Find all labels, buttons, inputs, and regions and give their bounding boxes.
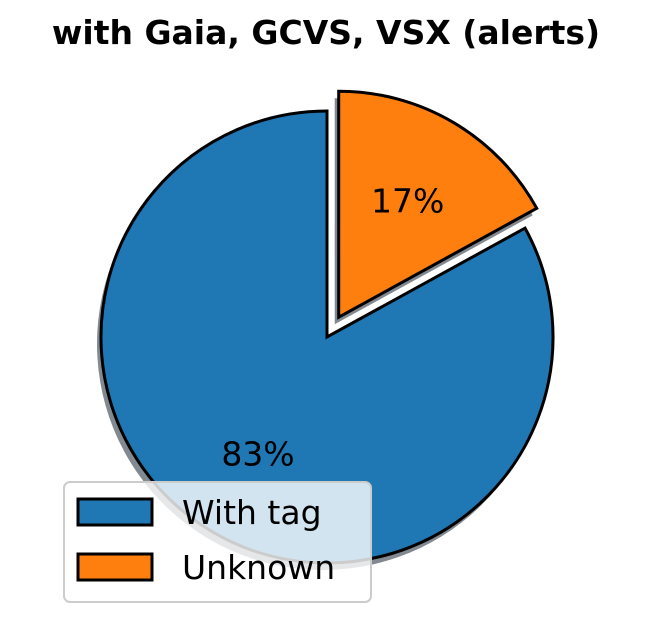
pie-slice-unknown bbox=[337, 89, 539, 320]
legend: With tag Unknown bbox=[63, 481, 372, 603]
slice-labels: 83% 17% bbox=[221, 182, 444, 474]
slice-label-unknown: 17% bbox=[371, 182, 444, 221]
legend-label-unknown: Unknown bbox=[182, 548, 335, 587]
legend-swatch-with-tag bbox=[76, 497, 154, 527]
legend-swatch-unknown bbox=[76, 552, 154, 582]
slice-label-with-tag: 83% bbox=[221, 435, 294, 474]
legend-entries: With tag Unknown bbox=[76, 493, 335, 587]
chart-title: with Gaia, GCVS, VSX (alerts) bbox=[52, 13, 600, 52]
legend-label-with-tag: With tag bbox=[182, 493, 322, 532]
